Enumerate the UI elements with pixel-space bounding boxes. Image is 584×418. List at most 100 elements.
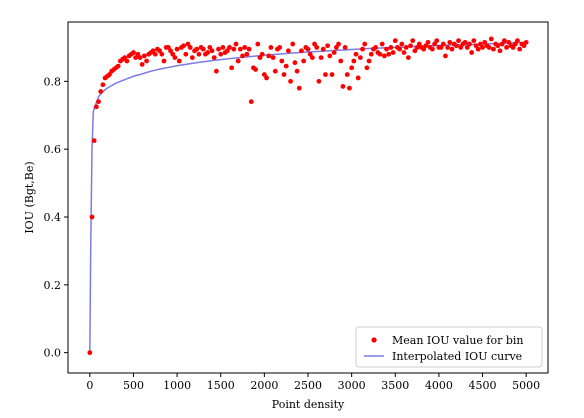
legend-entry-curve: Interpolated IOU curve — [392, 350, 522, 363]
x-tick-label: 2500 — [294, 379, 322, 392]
x-axis-label: Point density — [272, 398, 345, 411]
scatter-point — [233, 41, 239, 47]
scatter-point — [368, 51, 374, 57]
scatter-point — [220, 45, 226, 50]
scatter-point — [224, 48, 230, 54]
scatter-point — [323, 72, 328, 77]
x-tick-label: 500 — [123, 379, 144, 392]
scatter-point — [270, 55, 276, 61]
scatter-point — [501, 38, 507, 44]
scatter-point — [242, 45, 248, 50]
scatter-point — [403, 45, 409, 50]
scatter-point — [364, 65, 370, 71]
scatter-point — [141, 53, 147, 59]
y-tick-label: 0.4 — [44, 211, 62, 224]
scatter-point — [213, 68, 219, 74]
scatter-point — [425, 39, 431, 45]
scatter-point — [231, 46, 237, 52]
scatter-point — [131, 50, 136, 55]
scatter-point — [443, 53, 448, 59]
scatter-point — [392, 38, 398, 44]
scatter-point — [379, 41, 385, 47]
scatter-point — [248, 99, 254, 105]
scatter-point — [467, 41, 472, 47]
scatter-point — [165, 45, 171, 50]
scatter-point — [453, 43, 459, 49]
scatter-point — [301, 58, 307, 64]
scatter-point — [87, 350, 93, 356]
scatter-point — [480, 45, 485, 50]
scatter-point — [399, 41, 405, 47]
scatter-point — [497, 48, 503, 54]
scatter-point — [91, 138, 97, 144]
scatter-point — [246, 46, 252, 52]
scatter-point — [318, 55, 324, 61]
x-axis: 0 500 1000 1500 2000 2500 3000 3500 4000 4500 5000 — [86, 373, 540, 392]
scatter-point — [290, 41, 296, 47]
y-tick-label: 0.6 — [44, 143, 62, 156]
y-axis: 0.0 0.2 0.4 0.6 0.8 — [44, 75, 68, 360]
legend-box — [355, 326, 543, 368]
scatter-point — [340, 84, 346, 89]
scatter-point — [338, 58, 344, 64]
scatter-point — [292, 60, 298, 66]
scatter-point — [229, 65, 235, 71]
scatter-point — [107, 72, 112, 77]
scatter-point — [477, 41, 483, 47]
scatter-point — [299, 48, 304, 54]
scatter-point — [447, 39, 453, 45]
scatter-point — [98, 89, 104, 94]
scatter-point — [296, 85, 302, 91]
scatter-point — [294, 68, 300, 74]
scatter-point — [333, 45, 339, 50]
scatter-point — [137, 55, 143, 61]
scatter-point — [471, 38, 477, 44]
scatter-point — [309, 55, 315, 61]
scatter-point — [336, 41, 341, 47]
scatter-point — [144, 58, 149, 64]
scatter-point — [405, 55, 411, 61]
legend: Mean IOU value for bin Interpolated IOU … — [355, 326, 543, 368]
scatter-point — [351, 58, 357, 64]
scatter-point — [187, 45, 193, 50]
scatter-point — [440, 41, 446, 47]
scatter-point — [325, 43, 331, 49]
scatter-point — [266, 53, 272, 59]
scatter-point — [495, 43, 501, 49]
scatter-point — [272, 68, 278, 74]
scatter-point — [412, 48, 418, 54]
scatter-point — [93, 104, 99, 110]
scatter-point — [124, 58, 130, 64]
scatter-point — [89, 214, 95, 220]
scatter-point — [377, 51, 383, 57]
scatter-point — [362, 41, 368, 47]
scatter-point — [515, 38, 520, 44]
scatter-point — [349, 65, 355, 71]
y-axis-label: IOU (Bgt,Be) — [23, 161, 36, 233]
scatter-point — [237, 46, 243, 52]
scatter-point — [115, 63, 121, 69]
scatter-point — [159, 51, 165, 57]
x-tick-label: 0 — [86, 379, 93, 392]
scatter-point — [264, 75, 269, 81]
scatter-point — [469, 50, 475, 55]
x-tick-label: 2000 — [250, 379, 278, 392]
scatter-point — [139, 61, 145, 67]
y-tick-label: 0.0 — [44, 347, 62, 360]
scatter-point — [408, 43, 413, 49]
scatter-point — [475, 46, 481, 52]
y-tick-label: 0.8 — [44, 75, 62, 88]
scatter-point — [244, 51, 250, 57]
scatter-point — [429, 46, 435, 52]
scatter-point — [320, 46, 326, 52]
scatter-point — [261, 72, 267, 77]
scatter-point — [357, 55, 363, 61]
scatter-point — [152, 51, 158, 57]
scatter-point — [347, 85, 352, 91]
scatter-point — [401, 50, 407, 55]
scatter-point — [316, 78, 322, 84]
scatter-point — [462, 39, 468, 45]
scatter-point — [183, 51, 189, 57]
scatter-point — [360, 46, 365, 52]
